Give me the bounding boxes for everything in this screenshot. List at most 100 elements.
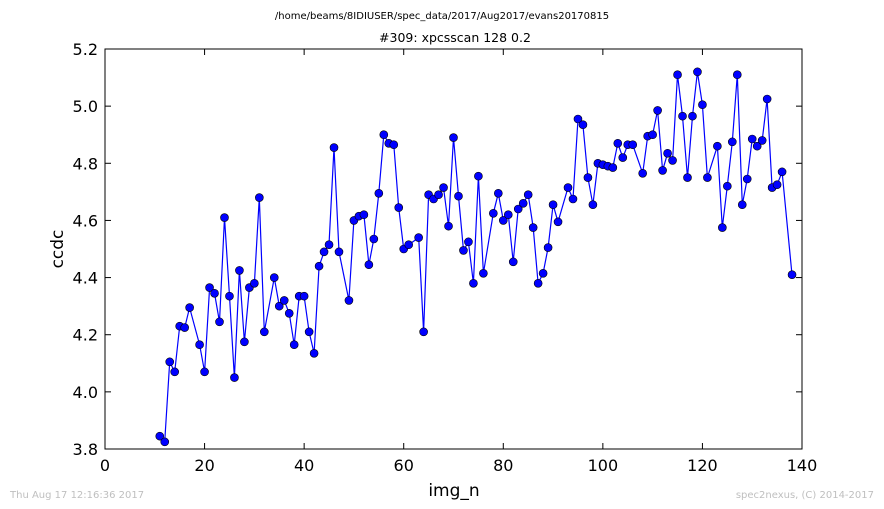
data-point [732,70,742,80]
data-point [464,237,473,247]
data-point [653,106,662,115]
data-point [553,217,563,227]
data-point [344,296,354,305]
data-point [528,223,538,232]
data-point [279,296,289,305]
data-point [613,138,623,148]
data-series [155,67,797,447]
data-point [359,210,369,220]
y-tick-label: 3.8 [73,440,98,459]
data-point [200,367,209,377]
data-point [369,234,379,244]
data-point [737,200,747,210]
data-point [683,173,692,182]
data-point [548,200,558,210]
data-point [309,348,319,358]
data-point [479,268,488,278]
data-point [289,340,299,350]
data-point [404,240,413,250]
data-point [498,216,508,225]
data-point [215,317,224,327]
x-tick-label: 0 [100,456,110,475]
axes-frame: 0 20 40 60 80 100 120 140 3.8 4.0 4.2 4.4 4.6 4.8 5.0 5… [73,40,818,475]
data-point [434,190,443,200]
data-point [752,141,762,151]
data-point [269,273,279,282]
data-point [503,210,513,220]
data-point [454,191,463,201]
series-line [159,71,793,444]
data-point [628,140,638,150]
x-tick-label: 100 [588,456,619,475]
data-point [747,134,757,144]
data-point [703,173,712,182]
data-point [165,357,175,367]
data-point [389,140,399,150]
data-point [324,240,334,250]
data-point [772,180,782,190]
data-point [474,171,483,181]
data-point [160,437,170,447]
x-tick-label: 40 [294,456,314,475]
data-point [260,327,269,337]
data-point [608,163,618,172]
x-axis-label: img_n [428,481,479,501]
data-point [419,327,428,337]
chart-title: #309: xpcsscan 128 0.2 [379,30,531,45]
x-tick-label: 140 [787,456,818,475]
data-point [698,100,707,110]
data-point [673,70,682,80]
data-point [648,130,657,140]
x-tick-label: 80 [493,456,513,475]
data-point [663,148,672,158]
data-point [678,111,687,121]
data-point [563,183,573,192]
data-point [638,168,647,178]
y-tick-label: 4.4 [73,269,98,288]
x-tick-label: 60 [394,456,414,475]
file-path-label: /home/beams/8IDIUSER/spec_data/2017/Aug2… [275,11,609,22]
data-point [658,166,667,175]
data-point [668,156,677,165]
data-point [762,94,772,104]
data-point [588,200,598,210]
data-point [693,67,702,77]
data-point [314,261,324,271]
data-point [210,288,219,298]
y-tick-label: 4.6 [73,211,98,230]
data-point [439,183,448,192]
y-tick-label: 4.2 [73,326,98,345]
data-point [414,233,423,242]
y-axis-label: ccdc [48,230,68,269]
data-point [255,193,264,202]
data-point [523,190,533,200]
data-point [250,278,259,288]
data-point [718,223,727,232]
data-point [533,278,543,288]
y-tick-label: 4.8 [73,154,98,173]
data-point [543,243,553,252]
data-point [573,114,583,124]
data-point [727,137,737,147]
data-point [304,327,314,337]
data-point [723,181,732,191]
data-point [508,257,518,267]
data-point [235,266,244,275]
data-point [220,213,229,222]
data-point [518,198,528,208]
data-point [284,308,294,318]
data-point [319,247,329,257]
data-point [489,208,498,218]
data-point [379,130,389,140]
data-point [449,133,458,142]
data-point [568,194,578,204]
data-point [459,246,468,255]
data-point [394,203,404,212]
data-point [274,301,284,311]
data-point [713,141,722,151]
y-tick-label: 5.0 [73,97,98,116]
data-point [538,268,548,278]
data-point [777,167,787,177]
data-point [185,303,194,312]
